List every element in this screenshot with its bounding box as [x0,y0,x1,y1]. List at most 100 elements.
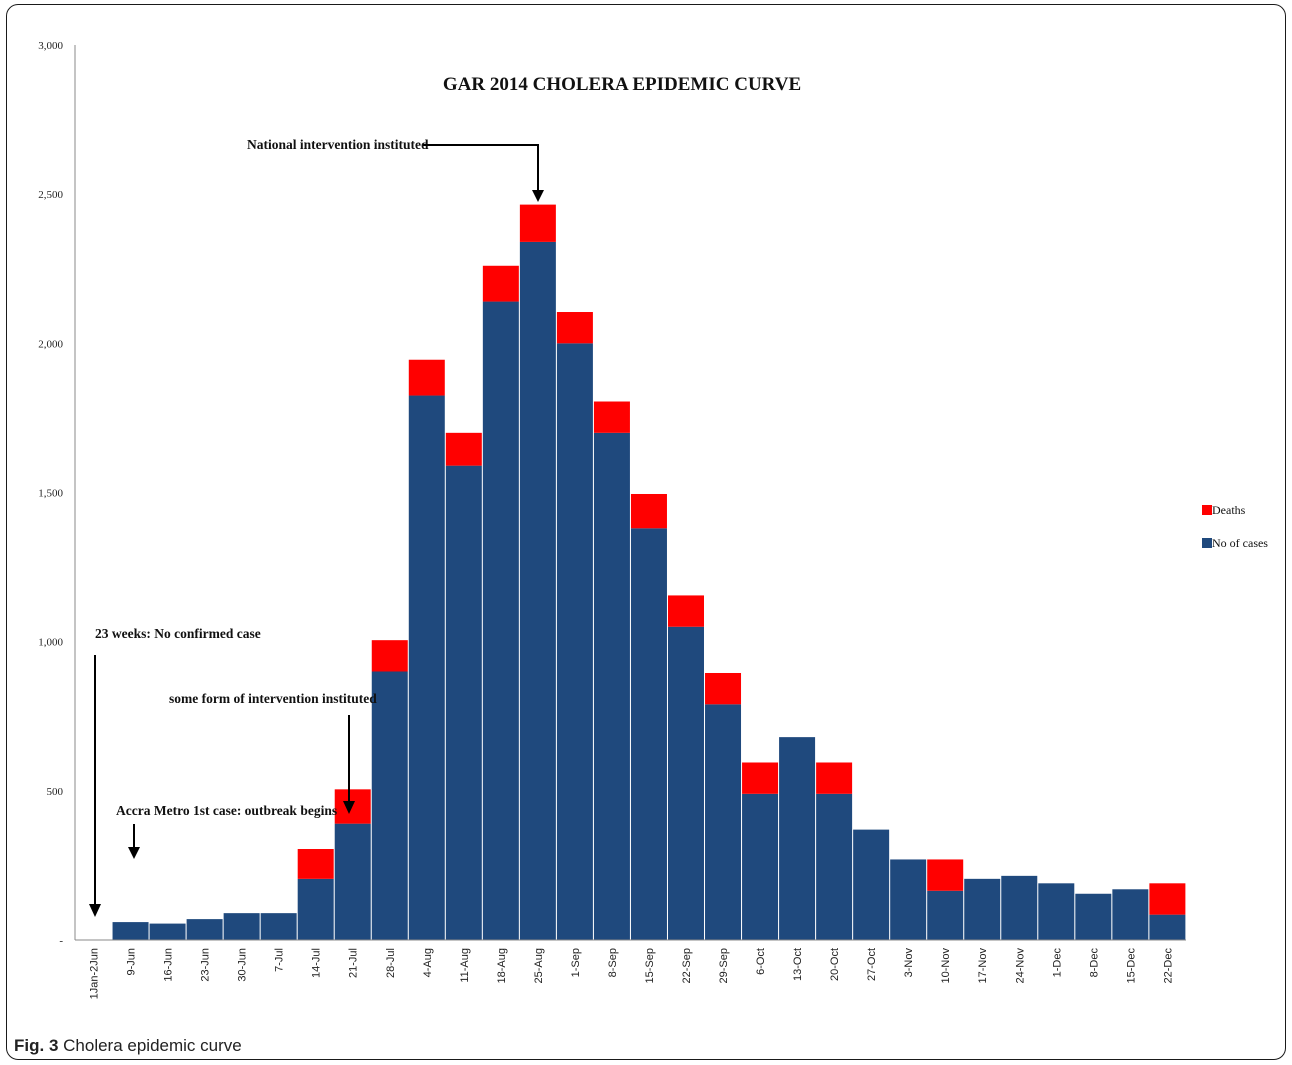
x-tick-label-28-Jul: 28-Jul [385,948,397,978]
bar-cases-24-Nov [1001,875,1038,940]
x-tick-label-11-Aug: 11-Aug [459,948,471,983]
bar-cases-7-Jul [260,913,297,940]
figure-caption: Fig. 3 Cholera epidemic curve [14,1036,242,1056]
x-tick-label-29-Sep: 29-Sep [718,948,730,983]
bar-cases-22-Dec [1149,914,1186,940]
arrowhead-some-intervention [343,801,355,814]
bar-cases-9-Jun [112,922,149,940]
x-tick-label-18-Aug: 18-Aug [496,948,508,983]
bar-deaths-22-Sep [667,595,704,627]
bar-deaths-28-Jul [371,640,408,672]
x-tick-label-1Jan-2Jun: 1Jan-2Jun [89,948,101,999]
bar-deaths-29-Sep [705,672,742,705]
figure-caption-text: Cholera epidemic curve [63,1036,242,1055]
bar-cases-21-Jul [334,823,371,940]
bar-cases-15-Dec [1112,889,1149,940]
bar-deaths-11-Aug [445,432,482,466]
chart-title: GAR 2014 CHOLERA EPIDEMIC CURVE [443,74,801,95]
bar-cases-16-Jun [149,923,186,940]
bar-deaths-20-Oct [816,762,853,794]
y-tick-labels: - 500 1,000 1,500 2,000 2,500 3,000 [38,40,63,947]
bar-deaths-1-Sep [556,312,593,344]
bar-cases-25-Aug [519,241,556,940]
x-tick-label-15-Sep: 15-Sep [644,948,656,983]
arrowhead-accra-metro [128,847,140,859]
x-tick-label-22-Sep: 22-Sep [681,948,693,983]
y-tick-label-0: - [59,935,63,947]
legend-cases-label: No of cases [1212,536,1268,550]
bar-cases-8-Sep [593,432,630,940]
y-tick-label-500: 500 [47,786,64,798]
bar-cases-10-Nov [927,890,964,940]
epidemic-curve-chart: GAR 2014 CHOLERA EPIDEMIC CURVE - 500 1,00… [38,40,1268,1000]
bar-deaths-10-Nov [927,859,964,891]
legend: Deaths No of cases [1202,503,1268,550]
bar-deaths-4-Aug [408,359,445,396]
y-tick-label-2500: 2,500 [38,189,63,201]
annotation-some-intervention: some form of intervention instituted [169,691,377,706]
bar-cases-17-Nov [964,878,1001,940]
bar-cases-11-Aug [445,465,482,940]
x-tick-label-7-Jul: 7-Jul [274,948,286,972]
arrowhead-national-intervention [532,190,544,202]
x-tick-label-25-Aug: 25-Aug [533,948,545,983]
annotation-national-intervention: National intervention instituted [247,137,429,152]
bar-cases-1-Sep [556,343,593,940]
x-tick-label-21-Jul: 21-Jul [348,948,360,978]
x-tick-label-23-Jun: 23-Jun [200,948,212,982]
bar-deaths-14-Jul [297,849,334,879]
y-tick-label-2000: 2,000 [38,338,63,350]
x-tick-label-10-Nov: 10-Nov [940,948,952,984]
bar-cases-13-Oct [779,737,816,940]
bar-cases-28-Jul [371,671,408,940]
figure-frame [6,4,1286,1060]
y-tick-label-1500: 1,500 [38,488,63,500]
x-tick-label-8-Dec: 8-Dec [1088,948,1100,978]
bar-deaths-15-Sep [630,493,667,529]
legend-cases-swatch [1202,538,1212,548]
annotation-accra-metro: Accra Metro 1st case: outbreak begins [116,803,337,818]
bar-deaths-6-Oct [742,762,779,794]
bars-layer [112,204,1186,941]
bar-deaths-18-Aug [482,265,519,302]
bar-cases-6-Oct [742,793,779,940]
bar-cases-23-Jun [186,919,223,940]
bar-deaths-21-Jul [334,789,371,824]
x-tick-label-16-Jun: 16-Jun [163,948,175,982]
bar-cases-14-Jul [297,878,334,940]
bar-cases-8-Dec [1075,893,1112,940]
bar-cases-1-Dec [1038,883,1075,940]
y-tick-label-3000: 3,000 [38,40,63,52]
arrowhead-23-weeks [89,904,101,917]
bar-deaths-22-Dec [1149,883,1186,915]
x-tick-labels: 1Jan-2Jun 9-Jun 16-Jun 23-Jun 30-Jun 7-Jul 14-… [89,948,1175,1000]
bar-cases-27-Oct [853,829,890,940]
x-tick-label-3-Nov: 3-Nov [903,948,915,978]
bar-cases-30-Jun [223,913,260,940]
annotation-23-weeks: 23 weeks: No confirmed case [95,626,261,641]
legend-deaths-label: Deaths [1212,503,1246,517]
x-tick-label-20-Oct: 20-Oct [829,948,841,981]
x-tick-label-14-Jul: 14-Jul [311,948,323,978]
x-tick-label-6-Oct: 6-Oct [755,948,767,975]
x-tick-label-1-Dec: 1-Dec [1051,948,1063,978]
y-tick-label-1000: 1,000 [38,637,63,649]
x-tick-label-8-Sep: 8-Sep [607,948,619,977]
legend-deaths-swatch [1202,505,1212,515]
bar-cases-20-Oct [816,793,853,940]
x-tick-label-1-Sep: 1-Sep [570,948,582,977]
x-tick-label-13-Oct: 13-Oct [792,948,804,981]
figure-caption-label: Fig. 3 [14,1036,59,1055]
bar-cases-15-Sep [630,528,667,940]
bar-deaths-25-Aug [519,204,556,242]
x-tick-label-17-Nov: 17-Nov [977,948,989,984]
x-tick-label-27-Oct: 27-Oct [866,948,878,981]
x-tick-label-24-Nov: 24-Nov [1014,948,1026,984]
arrow-national-intervention [423,144,539,193]
x-tick-label-4-Aug: 4-Aug [422,948,434,977]
x-tick-label-30-Jun: 30-Jun [237,948,249,982]
bar-cases-18-Aug [482,301,519,941]
bar-cases-22-Sep [667,626,704,940]
x-tick-label-9-Jun: 9-Jun [126,948,138,976]
bar-cases-4-Aug [408,395,445,941]
